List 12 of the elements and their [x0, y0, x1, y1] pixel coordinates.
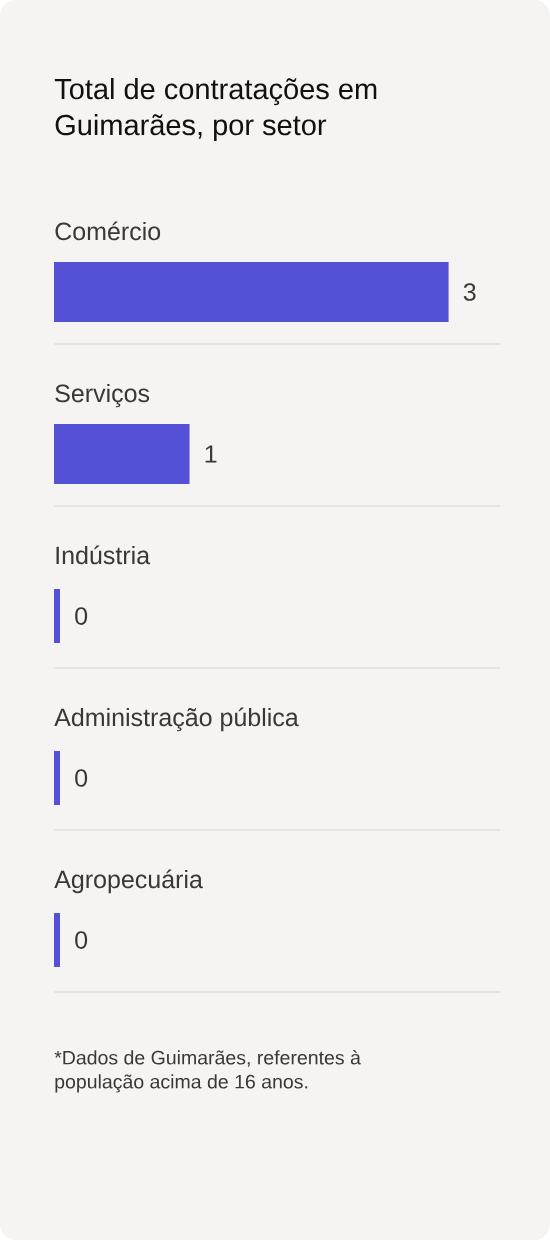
data-label: 0 [75, 931, 88, 949]
text: *Dados de Guimarães, referentes à população acima de 16 anos. [54, 1050, 361, 1093]
y-tick-label: Comércio [55, 221, 161, 241]
data-label: 3 [463, 283, 476, 301]
data-label: 0 [75, 769, 88, 787]
y-tick-label: Serviços [55, 383, 150, 408]
data-label: 1 [205, 445, 217, 463]
y-tick-label: Indústria [56, 545, 151, 565]
data-label: 0 [75, 607, 88, 625]
y-tick-label: Agropecuária [54, 869, 203, 894]
y-tick-label: Administração pública [54, 707, 299, 732]
chart-title: Total de contratações em Guimarães, por setor [54, 78, 377, 142]
